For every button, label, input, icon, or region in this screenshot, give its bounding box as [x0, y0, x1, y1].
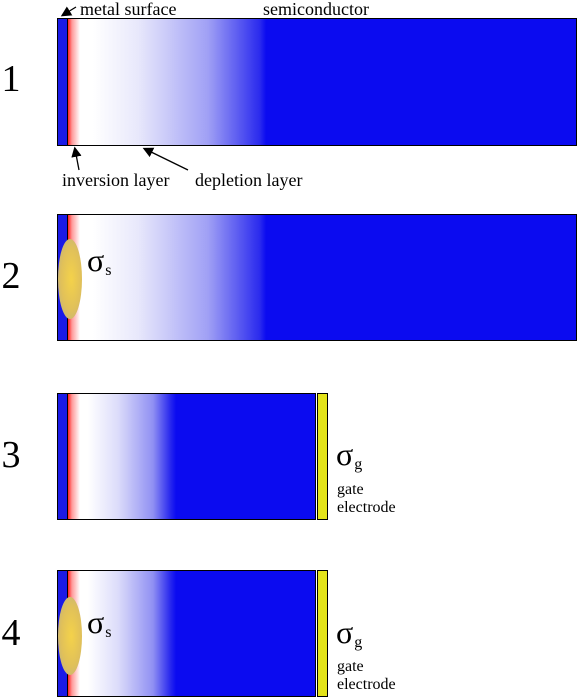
gate-label-line2: electrode: [337, 676, 396, 693]
panel-number-4: 4: [1, 612, 21, 654]
inversion-layer-label: inversion layer: [62, 170, 170, 190]
depletion-gradient: [68, 215, 576, 340]
gate-electrode: [317, 393, 328, 520]
surface-charge-blob: [58, 239, 82, 319]
metal-surface-arrow: [60, 6, 77, 17]
gate-electrode: [317, 570, 328, 697]
gate-electrode-label: gate electrode: [337, 658, 396, 694]
metal-surface-label: metal surface: [80, 0, 177, 19]
panel-1-semiconductor: [57, 18, 577, 146]
panel-4-semiconductor: [57, 570, 316, 697]
semiconductor-label: semiconductor: [263, 0, 369, 19]
depletion-gradient: [68, 571, 315, 696]
metal-layer: [58, 394, 68, 519]
panel-2-semiconductor: [57, 214, 577, 341]
surface-charge-blob: [58, 597, 82, 675]
depletion-layer-label: depletion layer: [195, 170, 303, 190]
depletion-gradient: [68, 19, 576, 145]
gate-electrode-label: gate electrode: [337, 481, 396, 517]
gate-label-line2: electrode: [337, 499, 396, 516]
panel-3-semiconductor: [57, 393, 316, 520]
gate-label-line1: gate: [337, 481, 364, 498]
depletion-layer-arrow: [142, 147, 189, 171]
panel-number-1: 1: [1, 58, 21, 100]
sigma-g-label: σg: [336, 436, 363, 473]
inversion-layer-arrow: [71, 146, 82, 171]
depletion-gradient: [68, 394, 315, 519]
metal-layer: [58, 19, 68, 145]
sigma-g-label: σg: [336, 614, 363, 651]
sigma-s-label: σs: [87, 604, 112, 641]
gate-label-line1: gate: [337, 658, 364, 675]
panel-number-2: 2: [1, 255, 21, 297]
panel-number-3: 3: [1, 434, 21, 476]
sigma-s-label: σs: [87, 242, 112, 279]
